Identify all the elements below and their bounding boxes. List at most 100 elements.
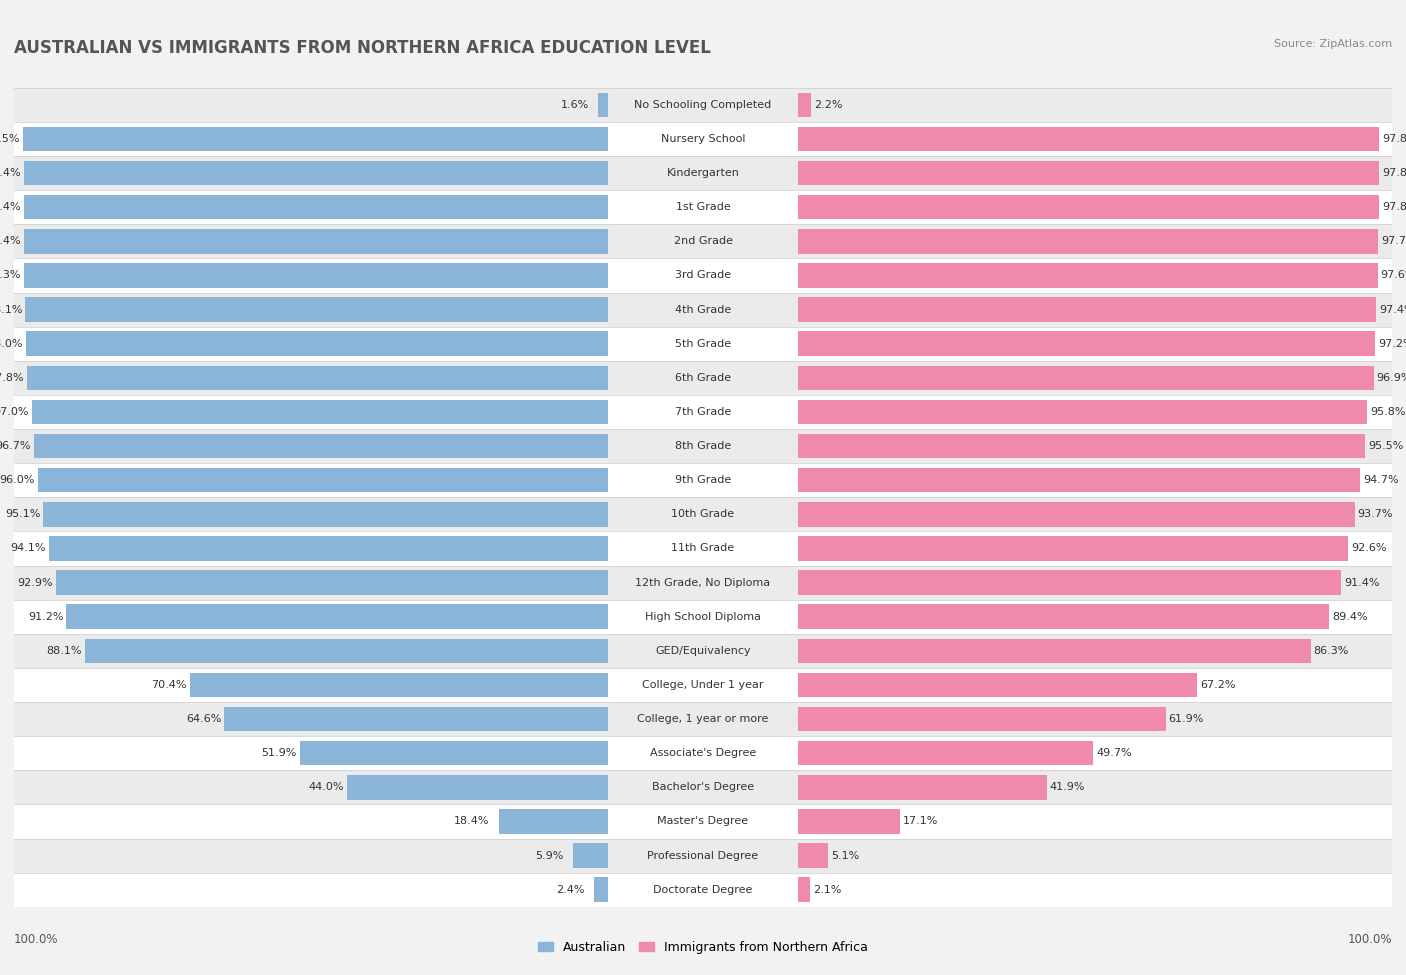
Bar: [607, 668, 799, 702]
Text: Bachelor's Degree: Bachelor's Degree: [652, 782, 754, 793]
Text: Master's Degree: Master's Degree: [658, 816, 748, 827]
Text: 2.4%: 2.4%: [557, 884, 585, 895]
Text: 2nd Grade: 2nd Grade: [673, 236, 733, 247]
Bar: [572, 843, 607, 868]
Bar: [799, 634, 1392, 668]
Bar: [799, 502, 1354, 526]
Text: Doctorate Degree: Doctorate Degree: [654, 884, 752, 895]
Bar: [22, 127, 607, 151]
Bar: [799, 600, 1392, 634]
Bar: [607, 873, 799, 907]
Text: Kindergarten: Kindergarten: [666, 168, 740, 178]
Text: 18.4%: 18.4%: [454, 816, 489, 827]
Text: 97.7%: 97.7%: [1381, 236, 1406, 247]
Bar: [799, 566, 1392, 600]
Bar: [799, 127, 1379, 151]
Bar: [27, 366, 607, 390]
Bar: [14, 531, 607, 565]
Text: 70.4%: 70.4%: [152, 680, 187, 690]
Bar: [14, 463, 607, 497]
Text: Professional Degree: Professional Degree: [647, 850, 759, 861]
Bar: [607, 463, 799, 497]
Bar: [799, 639, 1310, 663]
Bar: [799, 156, 1392, 190]
Bar: [32, 400, 607, 424]
Text: 64.6%: 64.6%: [186, 714, 221, 724]
Text: 94.1%: 94.1%: [11, 543, 46, 554]
Bar: [14, 156, 607, 190]
Text: 95.5%: 95.5%: [1368, 441, 1403, 451]
Text: 98.1%: 98.1%: [0, 304, 22, 315]
Bar: [799, 604, 1329, 629]
Text: GED/Equivalency: GED/Equivalency: [655, 645, 751, 656]
Text: 61.9%: 61.9%: [1168, 714, 1204, 724]
Bar: [799, 263, 1378, 288]
Text: 3rd Grade: 3rd Grade: [675, 270, 731, 281]
Bar: [14, 395, 607, 429]
Text: 91.2%: 91.2%: [28, 611, 63, 622]
Text: 5.9%: 5.9%: [536, 850, 564, 861]
Bar: [49, 536, 607, 561]
Text: 97.8%: 97.8%: [1382, 134, 1406, 144]
Bar: [14, 736, 607, 770]
Text: 97.4%: 97.4%: [1379, 304, 1406, 315]
Text: 94.7%: 94.7%: [1364, 475, 1399, 486]
Text: 9th Grade: 9th Grade: [675, 475, 731, 486]
Text: 97.6%: 97.6%: [1381, 270, 1406, 281]
Bar: [607, 770, 799, 804]
Text: 91.4%: 91.4%: [1344, 577, 1379, 588]
Bar: [607, 634, 799, 668]
Bar: [14, 804, 607, 838]
Bar: [799, 224, 1392, 258]
Bar: [799, 429, 1392, 463]
Bar: [799, 707, 1166, 731]
Bar: [799, 400, 1367, 424]
Text: AUSTRALIAN VS IMMIGRANTS FROM NORTHERN AFRICA EDUCATION LEVEL: AUSTRALIAN VS IMMIGRANTS FROM NORTHERN A…: [14, 39, 711, 57]
Bar: [799, 809, 900, 834]
Bar: [225, 707, 607, 731]
Text: 97.8%: 97.8%: [1382, 202, 1406, 213]
Bar: [593, 878, 607, 902]
Text: 100.0%: 100.0%: [14, 933, 59, 946]
Text: 10th Grade: 10th Grade: [672, 509, 734, 520]
Text: 96.7%: 96.7%: [0, 441, 31, 451]
Bar: [799, 873, 1392, 907]
Bar: [799, 770, 1392, 804]
Bar: [799, 463, 1392, 497]
Bar: [799, 88, 1392, 122]
Bar: [799, 843, 828, 868]
Text: 41.9%: 41.9%: [1050, 782, 1085, 793]
Bar: [607, 702, 799, 736]
Text: 98.4%: 98.4%: [0, 202, 21, 213]
Bar: [24, 263, 607, 288]
Bar: [14, 838, 607, 873]
Bar: [14, 497, 607, 531]
Bar: [14, 566, 607, 600]
Text: 5th Grade: 5th Grade: [675, 338, 731, 349]
Text: 17.1%: 17.1%: [903, 816, 938, 827]
Text: Source: ZipAtlas.com: Source: ZipAtlas.com: [1274, 39, 1392, 49]
Bar: [799, 395, 1392, 429]
Bar: [34, 434, 607, 458]
Bar: [14, 702, 607, 736]
Bar: [799, 741, 1094, 765]
Text: 51.9%: 51.9%: [262, 748, 297, 759]
Bar: [607, 600, 799, 634]
Bar: [24, 195, 607, 219]
Bar: [799, 570, 1341, 595]
Bar: [24, 229, 607, 254]
Bar: [25, 297, 607, 322]
Bar: [14, 634, 607, 668]
Text: Associate's Degree: Associate's Degree: [650, 748, 756, 759]
Bar: [299, 741, 607, 765]
Text: 86.3%: 86.3%: [1313, 645, 1348, 656]
Bar: [66, 604, 607, 629]
Legend: Australian, Immigrants from Northern Africa: Australian, Immigrants from Northern Afr…: [533, 936, 873, 959]
Bar: [607, 566, 799, 600]
Text: 98.3%: 98.3%: [0, 270, 21, 281]
Bar: [14, 873, 607, 907]
Bar: [799, 838, 1392, 873]
Bar: [499, 809, 607, 834]
Bar: [799, 775, 1047, 799]
Text: 98.4%: 98.4%: [0, 236, 21, 247]
